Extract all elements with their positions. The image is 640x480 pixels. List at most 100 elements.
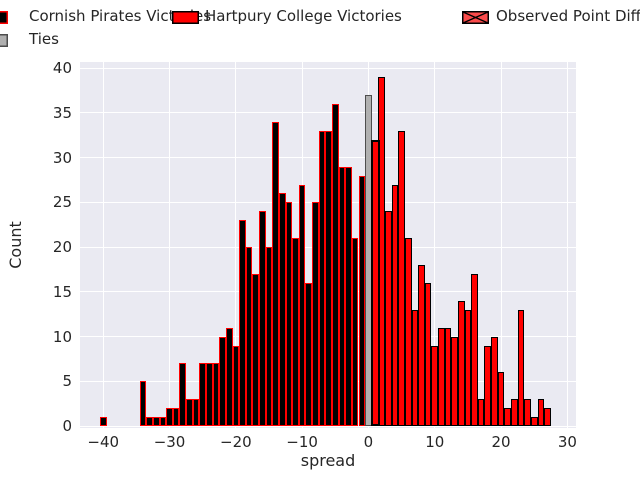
plot-area bbox=[80, 62, 576, 428]
legend-label: Hartpury College Victories bbox=[205, 7, 402, 25]
hist-bar bbox=[365, 95, 372, 426]
x-tick-label: 30 bbox=[557, 433, 577, 451]
hist-bar bbox=[219, 336, 226, 426]
hist-bar bbox=[371, 139, 381, 426]
hist-bar bbox=[265, 247, 273, 426]
hist-bar bbox=[159, 417, 167, 426]
y-tick-label: 15 bbox=[52, 282, 72, 301]
y-tick-label: 25 bbox=[52, 193, 72, 212]
hist-bar bbox=[199, 363, 206, 426]
y-gridline bbox=[80, 425, 576, 427]
x-tick-label: −20 bbox=[220, 433, 252, 451]
hist-bar bbox=[431, 345, 439, 426]
hist-bar bbox=[345, 166, 352, 426]
y-tick-label: 20 bbox=[52, 238, 72, 257]
hist-bar bbox=[464, 309, 472, 426]
hist-bar bbox=[404, 238, 412, 426]
hist-bar bbox=[497, 372, 505, 426]
hist-bar bbox=[166, 408, 173, 426]
x-gridline bbox=[566, 62, 568, 428]
hist-bar bbox=[338, 166, 346, 426]
hist-bar bbox=[418, 265, 425, 426]
hist-bar bbox=[205, 363, 213, 426]
hist-bar bbox=[152, 417, 160, 426]
hist-bar bbox=[179, 363, 187, 426]
hist-bar bbox=[252, 273, 260, 426]
x-tick-label: −30 bbox=[153, 433, 186, 451]
x-gridline bbox=[500, 62, 502, 428]
y-tick-label: 5 bbox=[62, 372, 72, 391]
hist-bar bbox=[391, 184, 399, 426]
hist-bar bbox=[331, 104, 339, 426]
observed-point-difference-swatch-icon bbox=[462, 9, 489, 24]
x-gridline bbox=[235, 62, 237, 428]
hist-bar bbox=[239, 220, 246, 426]
hist-bar bbox=[298, 184, 306, 426]
hist-bar bbox=[259, 211, 266, 426]
hist-bar bbox=[491, 336, 498, 426]
x-gridline bbox=[169, 62, 171, 428]
y-tick-label: 30 bbox=[52, 148, 72, 167]
hist-bar bbox=[444, 327, 452, 426]
x-gridline bbox=[102, 62, 104, 428]
hist-bar bbox=[517, 309, 525, 426]
hist-bar bbox=[351, 238, 359, 426]
hist-bar bbox=[484, 345, 492, 426]
y-tick-label: 10 bbox=[52, 327, 72, 346]
hist-bar bbox=[471, 273, 478, 426]
ties-swatch-icon bbox=[0, 32, 8, 47]
hist-bar bbox=[477, 399, 485, 426]
hist-bar bbox=[272, 121, 279, 426]
hist-bar bbox=[544, 408, 551, 426]
hartpury-college-swatch-icon bbox=[172, 9, 199, 24]
hist-bar bbox=[511, 399, 518, 426]
hist-bar bbox=[305, 282, 313, 426]
hist-bar bbox=[358, 175, 366, 426]
hist-bar bbox=[385, 211, 392, 426]
hist-bar bbox=[530, 417, 538, 426]
hist-bar bbox=[172, 408, 180, 426]
hist-bar bbox=[457, 300, 465, 426]
x-gridline bbox=[434, 62, 436, 428]
hist-bar bbox=[186, 399, 193, 426]
y-axis-label: Count bbox=[6, 221, 25, 269]
cornish-pirates-swatch-icon bbox=[0, 9, 8, 24]
hist-bar bbox=[139, 381, 147, 426]
hist-bar bbox=[192, 399, 200, 426]
hist-bar bbox=[325, 130, 332, 426]
hist-bar bbox=[398, 130, 405, 426]
x-tick-label: 20 bbox=[491, 433, 511, 451]
hist-bar bbox=[312, 202, 319, 426]
hist-bar bbox=[225, 327, 233, 426]
hist-bar bbox=[451, 336, 458, 426]
y-tick-label: 0 bbox=[62, 417, 72, 435]
hist-bar bbox=[318, 130, 326, 426]
hist-bar bbox=[212, 363, 220, 426]
y-tick-label: 40 bbox=[52, 59, 72, 78]
y-gridline bbox=[80, 112, 576, 114]
x-axis-label: spread bbox=[300, 451, 356, 470]
y-tick-label: 35 bbox=[52, 103, 72, 122]
hist-bar bbox=[438, 327, 445, 426]
x-tick-label: −40 bbox=[87, 433, 120, 451]
hist-bar bbox=[146, 417, 153, 426]
hist-bar bbox=[504, 408, 511, 426]
x-tick-label: 10 bbox=[425, 433, 445, 451]
hist-bar bbox=[99, 417, 107, 426]
hist-bar bbox=[285, 202, 293, 426]
y-gridline bbox=[80, 67, 576, 69]
hist-bar bbox=[278, 193, 286, 426]
legend-label: Cornish Pirates Victories bbox=[29, 7, 212, 25]
hist-bar bbox=[292, 238, 299, 426]
x-tick-label: 0 bbox=[363, 433, 374, 451]
hist-bar bbox=[411, 309, 419, 426]
hist-bar bbox=[245, 247, 253, 426]
hist-bar bbox=[232, 345, 240, 426]
hist-bar bbox=[537, 399, 545, 426]
hist-bar bbox=[524, 399, 531, 426]
hist-bar bbox=[424, 282, 432, 426]
legend-label: Ties bbox=[29, 30, 59, 48]
x-tick-label: −10 bbox=[286, 433, 318, 451]
legend-label: Observed Point Difference bbox=[496, 7, 640, 25]
